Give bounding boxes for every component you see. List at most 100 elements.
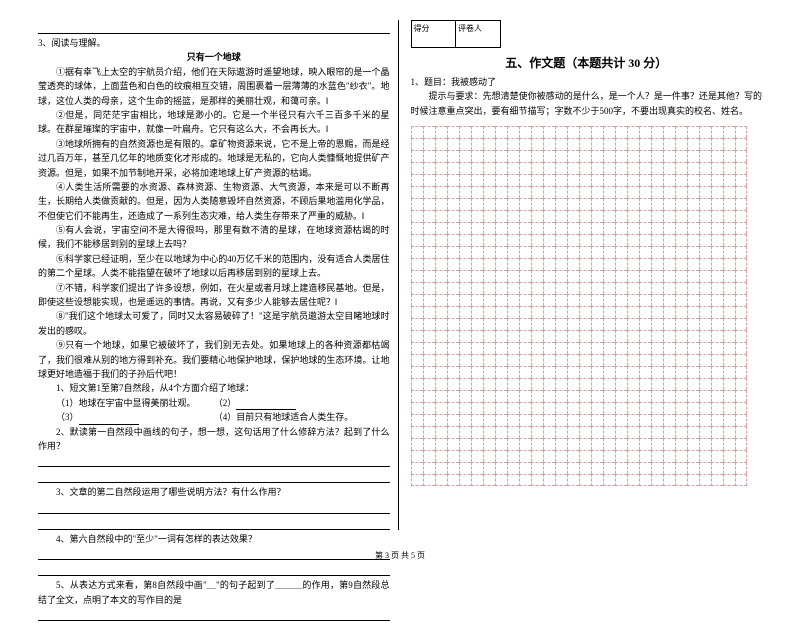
grid-cell[interactable] (591, 210, 603, 222)
grid-cell[interactable] (555, 462, 567, 474)
grid-cell[interactable] (675, 462, 687, 474)
grid-cell[interactable] (531, 246, 543, 258)
grid-cell[interactable] (567, 186, 579, 198)
grid-cell[interactable] (459, 402, 471, 414)
grid-cell[interactable] (495, 462, 507, 474)
grid-cell[interactable] (555, 342, 567, 354)
grid-cell[interactable] (507, 186, 519, 198)
grid-cell[interactable] (447, 378, 459, 390)
grid-cell[interactable] (687, 150, 699, 162)
grid-cell[interactable] (567, 258, 579, 270)
grid-cell[interactable] (531, 450, 543, 462)
grid-cell[interactable] (687, 378, 699, 390)
grid-cell[interactable] (699, 390, 711, 402)
grid-cell[interactable] (555, 258, 567, 270)
grid-cell[interactable] (723, 438, 735, 450)
grid-cell[interactable] (627, 126, 639, 138)
grid-cell[interactable] (603, 126, 615, 138)
grid-cell[interactable] (435, 198, 447, 210)
grid-cell[interactable] (735, 198, 747, 210)
grid-cell[interactable] (507, 162, 519, 174)
grid-cell[interactable] (483, 318, 495, 330)
grid-cell[interactable] (495, 126, 507, 138)
grid-cell[interactable] (459, 414, 471, 426)
grid-cell[interactable] (687, 210, 699, 222)
grid-cell[interactable] (639, 414, 651, 426)
grid-cell[interactable] (471, 330, 483, 342)
grid-cell[interactable] (543, 426, 555, 438)
grid-cell[interactable] (447, 186, 459, 198)
grid-cell[interactable] (651, 234, 663, 246)
grid-cell[interactable] (711, 282, 723, 294)
grid-cell[interactable] (699, 294, 711, 306)
grid-cell[interactable] (675, 474, 687, 486)
grid-cell[interactable] (459, 294, 471, 306)
grid-cell[interactable] (627, 366, 639, 378)
grid-cell[interactable] (459, 474, 471, 486)
grid-cell[interactable] (543, 438, 555, 450)
grid-cell[interactable] (495, 366, 507, 378)
grid-cell[interactable] (495, 306, 507, 318)
grid-cell[interactable] (531, 354, 543, 366)
grid-cell[interactable] (687, 306, 699, 318)
grid-cell[interactable] (471, 402, 483, 414)
grid-cell[interactable] (675, 222, 687, 234)
grid-cell[interactable] (627, 210, 639, 222)
grid-cell[interactable] (459, 246, 471, 258)
grid-cell[interactable] (507, 198, 519, 210)
grid-cell[interactable] (507, 438, 519, 450)
grid-cell[interactable] (639, 426, 651, 438)
grid-cell[interactable] (675, 162, 687, 174)
grid-cell[interactable] (423, 462, 435, 474)
grid-cell[interactable] (531, 138, 543, 150)
grid-cell[interactable] (495, 138, 507, 150)
grid-cell[interactable] (411, 246, 423, 258)
grid-cell[interactable] (423, 342, 435, 354)
grid-cell[interactable] (627, 426, 639, 438)
grid-cell[interactable] (675, 342, 687, 354)
grid-cell[interactable] (459, 270, 471, 282)
grid-cell[interactable] (627, 354, 639, 366)
grid-cell[interactable] (639, 222, 651, 234)
grid-cell[interactable] (483, 450, 495, 462)
grid-cell[interactable] (699, 222, 711, 234)
grid-cell[interactable] (675, 294, 687, 306)
grid-cell[interactable] (699, 474, 711, 486)
grid-cell[interactable] (615, 378, 627, 390)
grid-cell[interactable] (555, 198, 567, 210)
grid-cell[interactable] (639, 270, 651, 282)
grid-cell[interactable] (579, 330, 591, 342)
grid-cell[interactable] (735, 246, 747, 258)
grid-cell[interactable] (603, 390, 615, 402)
grid-cell[interactable] (687, 126, 699, 138)
grid-cell[interactable] (663, 198, 675, 210)
grid-cell[interactable] (723, 474, 735, 486)
grid-cell[interactable] (519, 246, 531, 258)
grid-cell[interactable] (675, 366, 687, 378)
grid-cell[interactable] (423, 426, 435, 438)
grid-cell[interactable] (567, 138, 579, 150)
grid-cell[interactable] (483, 366, 495, 378)
grid-cell[interactable] (723, 258, 735, 270)
grid-cell[interactable] (435, 174, 447, 186)
grid-cell[interactable] (567, 294, 579, 306)
grid-cell[interactable] (507, 414, 519, 426)
grid-cell[interactable] (603, 270, 615, 282)
grid-cell[interactable] (711, 210, 723, 222)
grid-cell[interactable] (519, 306, 531, 318)
grid-cell[interactable] (651, 174, 663, 186)
grid-cell[interactable] (711, 366, 723, 378)
grid-cell[interactable] (555, 126, 567, 138)
grid-cell[interactable] (579, 390, 591, 402)
grid-cell[interactable] (423, 282, 435, 294)
grid-cell[interactable] (423, 318, 435, 330)
grid-cell[interactable] (735, 210, 747, 222)
grid-cell[interactable] (735, 450, 747, 462)
grid-cell[interactable] (435, 294, 447, 306)
grid-cell[interactable] (567, 330, 579, 342)
grid-cell[interactable] (531, 186, 543, 198)
grid-cell[interactable] (423, 186, 435, 198)
grid-cell[interactable] (603, 354, 615, 366)
grid-cell[interactable] (591, 318, 603, 330)
grid-cell[interactable] (567, 282, 579, 294)
